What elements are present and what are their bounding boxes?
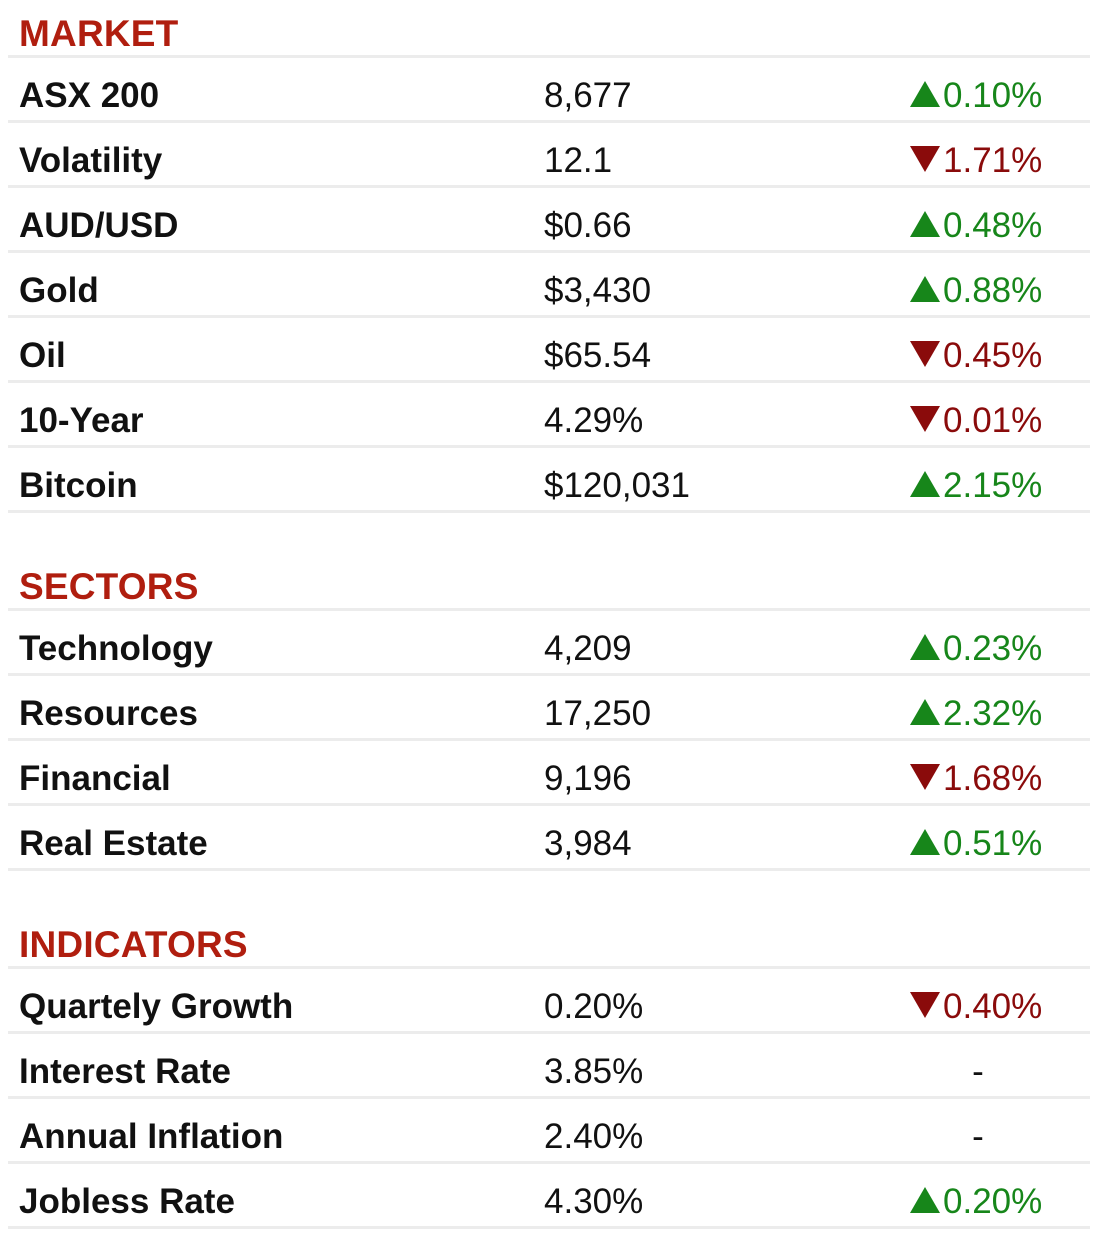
section-title: SECTORS xyxy=(8,555,1090,611)
change-text: 0.20% xyxy=(943,1182,1043,1221)
triangle-down-icon xyxy=(910,146,940,172)
row-label: Oil xyxy=(19,336,66,375)
table-row: Gold $3,430 0.88% xyxy=(8,253,1090,318)
row-label: Real Estate xyxy=(19,824,208,863)
row-value: 17,250 xyxy=(544,694,652,733)
row-label: Gold xyxy=(19,271,99,310)
table-row: Interest Rate 3.85% - xyxy=(8,1034,1090,1099)
row-change: 2.15% xyxy=(910,448,1046,510)
row-label: Volatility xyxy=(19,141,163,180)
row-value: 12.1 xyxy=(544,141,613,180)
section-sectors: SECTORS Technology 4,209 0.23% Resources 17,2… xyxy=(8,555,1090,871)
row-label: Technology xyxy=(19,629,213,668)
table-row: Real Estate 3,984 0.51% xyxy=(8,806,1090,871)
table-row: Quartely Growth 0.20% 0.40% xyxy=(8,969,1090,1034)
row-change: 2.32% xyxy=(910,676,1046,738)
row-change: 0.23% xyxy=(910,611,1046,673)
change-text: 0.45% xyxy=(943,336,1043,375)
row-value: $0.66 xyxy=(544,206,632,245)
change-text: - xyxy=(972,1117,984,1156)
row-change: 0.88% xyxy=(910,253,1046,315)
triangle-up-icon xyxy=(910,1187,940,1213)
triangle-down-icon xyxy=(910,406,940,432)
triangle-down-icon xyxy=(910,992,940,1018)
section-indicators: INDICATORS Quartely Growth 0.20% 0.40% Inter… xyxy=(8,913,1090,1229)
row-change: 1.68% xyxy=(910,741,1046,803)
change-text: 2.32% xyxy=(943,694,1043,733)
row-value: 0.20% xyxy=(544,987,644,1026)
row-label: Financial xyxy=(19,759,171,798)
row-label: Bitcoin xyxy=(19,466,138,505)
change-text: 1.68% xyxy=(943,759,1043,798)
row-value: 2.40% xyxy=(544,1117,644,1156)
row-change: 0.40% xyxy=(910,969,1046,1031)
row-value: 4.29% xyxy=(544,401,644,440)
triangle-up-icon xyxy=(910,81,940,107)
row-change: 0.01% xyxy=(910,383,1046,445)
row-change: 0.51% xyxy=(910,806,1046,868)
table-row: ASX 200 8,677 0.10% xyxy=(8,58,1090,123)
row-value: 4.30% xyxy=(544,1182,644,1221)
table-row: Oil $65.54 0.45% xyxy=(8,318,1090,383)
row-label: ASX 200 xyxy=(19,76,160,115)
row-label: Interest Rate xyxy=(19,1052,232,1091)
row-value: 4,209 xyxy=(544,629,632,668)
table-row: Volatility 12.1 1.71% xyxy=(8,123,1090,188)
row-value: $120,031 xyxy=(544,466,690,505)
section-title: INDICATORS xyxy=(8,913,1090,969)
row-label: Annual Inflation xyxy=(19,1117,284,1156)
row-change: 0.45% xyxy=(910,318,1046,380)
triangle-up-icon xyxy=(910,829,940,855)
triangle-down-icon xyxy=(910,764,940,790)
change-text: 0.51% xyxy=(943,824,1043,863)
row-label: Jobless Rate xyxy=(19,1182,235,1221)
change-text: 1.71% xyxy=(943,141,1043,180)
row-value: 3,984 xyxy=(544,824,632,863)
row-change: - xyxy=(910,1034,1046,1096)
triangle-down-icon xyxy=(910,341,940,367)
triangle-up-icon xyxy=(910,699,940,725)
change-text: 0.48% xyxy=(943,206,1043,245)
table-row: Bitcoin $120,031 2.15% xyxy=(8,448,1090,513)
row-label: Resources xyxy=(19,694,198,733)
change-text: - xyxy=(972,1052,984,1091)
change-text: 0.10% xyxy=(943,76,1043,115)
change-text: 0.88% xyxy=(943,271,1043,310)
row-label: AUD/USD xyxy=(19,206,179,245)
row-change: 1.71% xyxy=(910,123,1046,185)
table-row: Jobless Rate 4.30% 0.20% xyxy=(8,1164,1090,1229)
triangle-up-icon xyxy=(910,211,940,237)
table-row: Resources 17,250 2.32% xyxy=(8,676,1090,741)
row-value: 9,196 xyxy=(544,759,632,798)
row-change: 0.10% xyxy=(910,58,1046,120)
table-row: Technology 4,209 0.23% xyxy=(8,611,1090,676)
change-text: 2.15% xyxy=(943,466,1043,505)
row-label: Quartely Growth xyxy=(19,987,294,1026)
row-value: $3,430 xyxy=(544,271,652,310)
section-title: MARKET xyxy=(8,2,1090,58)
change-text: 0.40% xyxy=(943,987,1043,1026)
section-market: MARKET ASX 200 8,677 0.10% Volatility 12.1 1.7… xyxy=(8,2,1090,513)
row-label: 10-Year xyxy=(19,401,144,440)
row-change: - xyxy=(910,1099,1046,1161)
table-row: Annual Inflation 2.40% - xyxy=(8,1099,1090,1164)
change-text: 0.23% xyxy=(943,629,1043,668)
change-text: 0.01% xyxy=(943,401,1043,440)
triangle-up-icon xyxy=(910,634,940,660)
row-value: 3.85% xyxy=(544,1052,644,1091)
table-row: 10-Year 4.29% 0.01% xyxy=(8,383,1090,448)
triangle-up-icon xyxy=(910,471,940,497)
table-row: AUD/USD $0.66 0.48% xyxy=(8,188,1090,253)
row-value: 8,677 xyxy=(544,76,632,115)
row-change: 0.48% xyxy=(910,188,1046,250)
triangle-up-icon xyxy=(910,276,940,302)
row-change: 0.20% xyxy=(910,1164,1046,1226)
table-row: Financial 9,196 1.68% xyxy=(8,741,1090,806)
row-value: $65.54 xyxy=(544,336,652,375)
